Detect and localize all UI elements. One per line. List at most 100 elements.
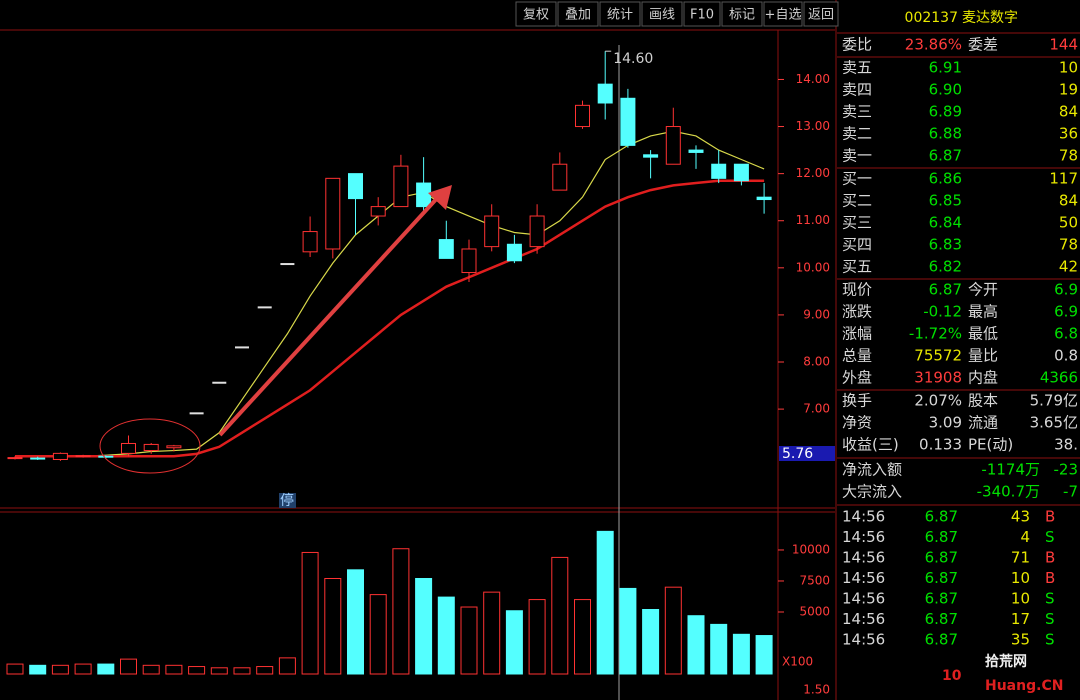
quote-cell: 收益(三): [842, 436, 899, 454]
quote-cell: 43: [1011, 508, 1030, 526]
toolbar-label[interactable]: 标记: [729, 8, 755, 23]
candle-body: [575, 104, 590, 128]
quote-cell: 卖五: [842, 59, 872, 77]
candle-body: [166, 445, 182, 449]
y-tick-label: 12.00: [796, 166, 830, 180]
quote-cell: 委比: [842, 36, 872, 54]
toolbar-label[interactable]: F10: [690, 8, 714, 23]
candle-body: [665, 126, 681, 165]
candle-body: [302, 231, 318, 253]
max-label: 14.60: [613, 51, 653, 67]
toolbar-button[interactable]: [515, 1, 557, 27]
cursor-box: [779, 446, 835, 461]
quote-cell: 6.9: [1054, 303, 1078, 321]
quote-cell: 6.89: [929, 103, 962, 121]
candle-body: [643, 154, 659, 158]
y-tick-label: 5000: [799, 604, 830, 618]
volume-bar: [505, 610, 523, 675]
toolbar-button[interactable]: [557, 1, 599, 27]
volume-bar: [369, 594, 387, 675]
toolbar-button[interactable]: [599, 1, 641, 27]
quote-cell: 50: [1059, 214, 1078, 232]
candle-body: [325, 177, 341, 250]
volume-bar: [732, 633, 750, 675]
quote-cell: 10: [1011, 590, 1030, 608]
volume-bar: [460, 606, 478, 675]
quote-cell: 14:56: [842, 528, 885, 546]
toolbar-button[interactable]: [683, 1, 721, 27]
candle-body: [529, 215, 545, 248]
volume-bar: [551, 556, 569, 675]
volume-bar: [664, 586, 682, 675]
quote-cell: PE(动): [968, 436, 1013, 454]
quote-cell: 6.87: [925, 569, 958, 587]
quote-cell: 14:56: [842, 631, 885, 649]
moving-average: [15, 130, 765, 457]
volume-bar: [165, 664, 183, 675]
y-tick-label: 7500: [799, 573, 830, 587]
toolbar-label[interactable]: 复权: [523, 7, 549, 23]
quote-cell: 总量: [842, 347, 872, 365]
quote-cell: -1174万: [981, 461, 1040, 479]
quote-cell: B: [1045, 569, 1055, 587]
volume-bar: [210, 667, 228, 675]
quote-cell: 卖三: [842, 103, 872, 121]
quote-cell: 6.87: [925, 508, 958, 526]
halt-label: 停: [280, 492, 294, 509]
volume-bar: [301, 551, 319, 675]
toolbar-label[interactable]: 返回: [808, 8, 834, 23]
candle-body: [688, 149, 704, 153]
toolbar-label[interactable]: 统计: [607, 8, 633, 23]
volume-bar: [74, 663, 92, 675]
quote-cell: -23: [1054, 461, 1079, 479]
candle-body: [348, 173, 363, 200]
moving-average: [15, 179, 765, 458]
toolbar-button[interactable]: [803, 1, 839, 27]
quote-cell: 买五: [842, 258, 872, 276]
candle-body: [416, 182, 432, 208]
volume-bar: [483, 591, 501, 675]
cursor-label: 5.76: [782, 446, 813, 462]
quote-cell: 6.87: [929, 281, 962, 299]
toolbar-label[interactable]: 叠加: [565, 8, 591, 23]
y-tick-label: 8.00: [803, 355, 830, 369]
volume-bar: [188, 666, 206, 675]
quote-cell: 6.88: [929, 125, 962, 143]
toolbar-label[interactable]: +自选: [765, 8, 802, 23]
quote-cell: 0.133: [919, 436, 962, 454]
quote-cell: 35: [1011, 631, 1030, 649]
quote-cell: 14:56: [842, 569, 885, 587]
quote-cell: 23.86%: [905, 36, 962, 54]
y-tick-label: 14.00: [796, 72, 830, 86]
candle-body: [143, 443, 159, 452]
quote-cell: 6.87: [925, 590, 958, 608]
quote-cell: 6.87: [925, 549, 958, 567]
candle-body: [52, 452, 68, 460]
quote-cell: 3.65亿: [1030, 414, 1078, 432]
candle-body: [393, 165, 409, 208]
quote-cell: 现价: [842, 281, 872, 299]
quote-cell: -1.72%: [909, 325, 962, 343]
toolbar-button[interactable]: [763, 1, 803, 27]
trend-arrow-head: [428, 185, 452, 210]
toolbar-button[interactable]: [721, 1, 763, 27]
quote-cell: 84: [1059, 192, 1078, 210]
quote-cell: 117: [1049, 170, 1078, 188]
quote-cell: 14:56: [842, 590, 885, 608]
candle-body: [484, 215, 500, 248]
toolbar-label[interactable]: 画线: [649, 8, 675, 23]
candle-body: [461, 248, 477, 274]
candle-body: [597, 83, 613, 104]
quote-cell: 今开: [968, 281, 998, 299]
highlight-ellipse: [99, 418, 201, 474]
quote-cell: 6.85: [929, 192, 962, 210]
quote-cell: 委差: [968, 36, 998, 54]
quote-cell: S: [1045, 590, 1055, 608]
quote-cell: 6.87: [925, 528, 958, 546]
toolbar-button[interactable]: [641, 1, 683, 27]
candle-body: [30, 457, 46, 460]
quote-cell: -340.7万: [977, 483, 1040, 501]
volume-bar: [528, 599, 546, 675]
